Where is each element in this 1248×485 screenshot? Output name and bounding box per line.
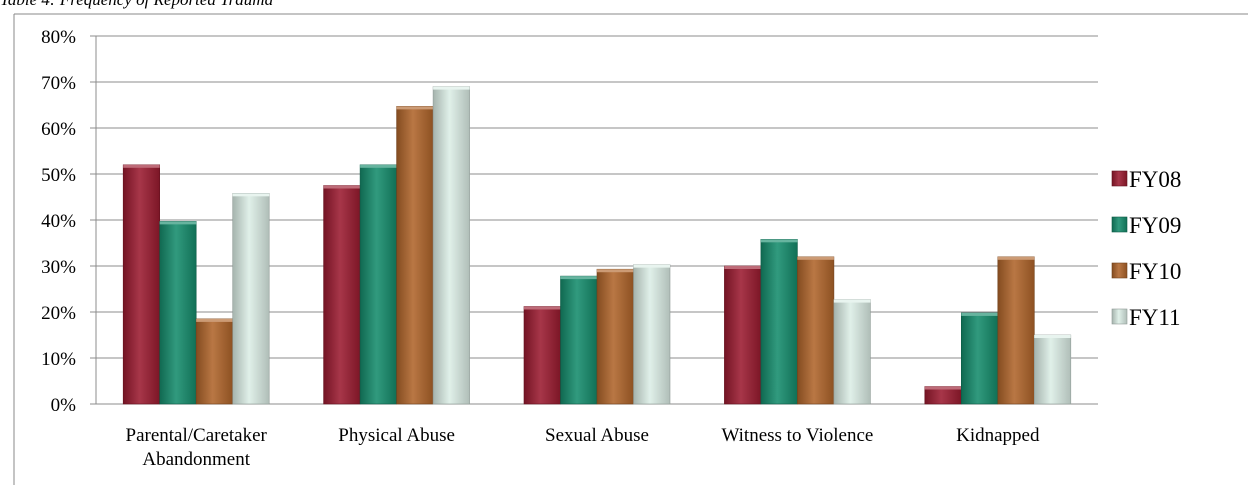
y-tick-label: 20% bbox=[41, 303, 76, 324]
bar-fy09-1 bbox=[359, 164, 397, 405]
y-tick-label: 50% bbox=[41, 165, 76, 186]
bar-fy11-2 bbox=[633, 264, 671, 405]
bar-top-highlight bbox=[961, 312, 998, 316]
bar-fy11-3 bbox=[833, 299, 871, 405]
y-tick-label: 0% bbox=[51, 395, 77, 416]
bar-top-highlight bbox=[396, 106, 434, 110]
legend-label-fy10: FY10 bbox=[1129, 259, 1181, 284]
legend-swatch-fy09 bbox=[1111, 216, 1128, 233]
bar-fy10-1 bbox=[396, 106, 434, 405]
y-tick-label: 80% bbox=[41, 27, 76, 48]
bar-fy11-0 bbox=[232, 193, 270, 405]
bar-fy10-4 bbox=[997, 256, 1035, 405]
y-tick-label: 40% bbox=[41, 211, 76, 232]
x-category-label: Parental/Caretaker bbox=[126, 425, 268, 446]
bar-fy11-4 bbox=[1034, 334, 1072, 405]
bar-fy08-2 bbox=[523, 306, 561, 405]
bar-top-highlight bbox=[724, 266, 761, 269]
bar-top-highlight bbox=[360, 164, 397, 168]
y-tick-label: 30% bbox=[41, 257, 76, 278]
x-axis: Parental/Caretaker Abandonment Physical Ab… bbox=[126, 425, 1040, 470]
bar-top-highlight bbox=[433, 86, 470, 90]
bar-fy08-3 bbox=[724, 265, 762, 405]
bar-top-highlight bbox=[196, 318, 233, 322]
legend-swatch-fy08 bbox=[1111, 170, 1128, 187]
bar-fy09-4 bbox=[960, 312, 999, 405]
bars bbox=[122, 86, 1072, 405]
y-tick-label: 10% bbox=[41, 349, 76, 370]
x-category-label: Witness to Violence bbox=[721, 425, 873, 446]
bar-top-highlight bbox=[323, 185, 361, 189]
legend-swatch-fy11 bbox=[1111, 308, 1128, 325]
y-tick-label: 60% bbox=[41, 119, 76, 140]
x-category-label: Physical Abuse bbox=[338, 425, 455, 446]
bar-top-highlight bbox=[1034, 335, 1071, 338]
x-category-label: Sexual Abuse bbox=[545, 425, 649, 446]
legend-swatch-fy10 bbox=[1111, 262, 1128, 279]
bar-fy10-2 bbox=[596, 268, 634, 405]
bar-top-highlight bbox=[924, 386, 962, 390]
bar-top-highlight bbox=[123, 164, 160, 168]
legend-label-fy09: FY09 bbox=[1129, 213, 1181, 238]
legend: FY08 FY09 FY10 FY11 bbox=[1111, 167, 1181, 330]
y-tick-label: 70% bbox=[41, 73, 76, 94]
bar-top-highlight bbox=[760, 239, 798, 243]
bar-top-highlight bbox=[797, 256, 834, 260]
legend-label-fy11: FY11 bbox=[1129, 305, 1181, 330]
bar-top-highlight bbox=[633, 264, 670, 268]
bar-top-highlight bbox=[524, 306, 561, 310]
bar-top-highlight bbox=[159, 221, 197, 225]
x-category-label: Kidnapped bbox=[956, 425, 1040, 446]
bar-fy09-3 bbox=[760, 239, 798, 405]
bar-fy08-1 bbox=[323, 185, 361, 405]
bar-top-highlight bbox=[997, 256, 1035, 260]
bar-fy11-1 bbox=[432, 86, 470, 405]
y-axis: 0% 10% 20% 30% 40% 50% 60% 70% 80% bbox=[41, 27, 76, 416]
legend-label-fy08: FY08 bbox=[1129, 167, 1181, 192]
bar-top-highlight bbox=[597, 269, 634, 273]
bar-top-highlight bbox=[560, 276, 597, 280]
bar-fy10-0 bbox=[195, 318, 233, 405]
bar-top-highlight bbox=[232, 193, 270, 197]
page-title: Table 4: Frequency of Reported Trauma bbox=[0, 0, 273, 10]
bar-top-highlight bbox=[833, 299, 871, 303]
bar-fy10-3 bbox=[797, 256, 835, 405]
bar-fy09-0 bbox=[159, 221, 197, 405]
bar-fy08-0 bbox=[122, 164, 160, 405]
x-category-label: Abandonment bbox=[142, 449, 250, 470]
bar-fy09-2 bbox=[560, 275, 598, 405]
